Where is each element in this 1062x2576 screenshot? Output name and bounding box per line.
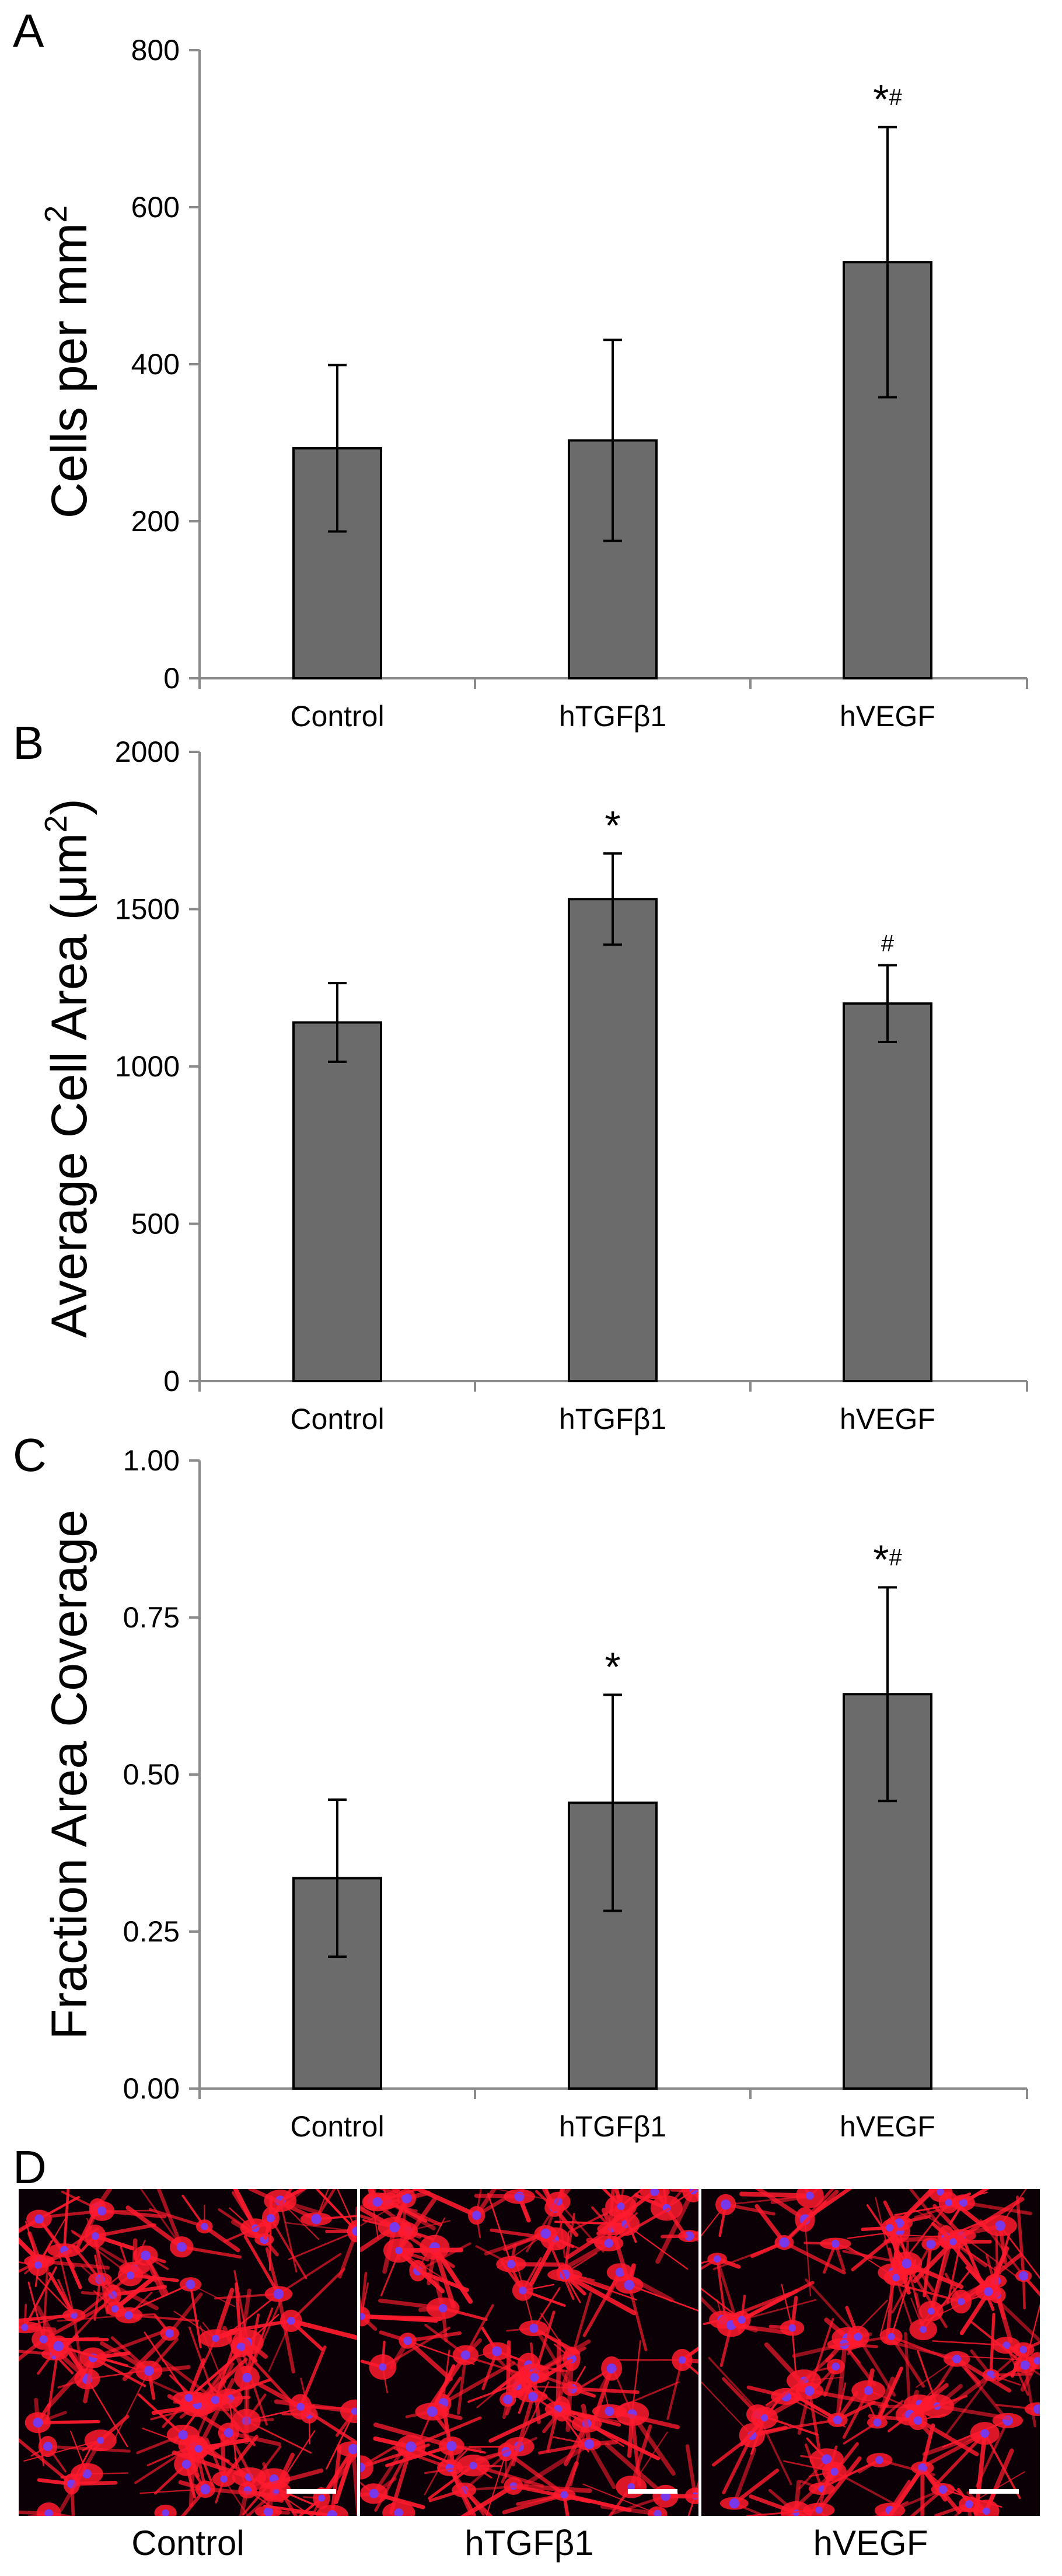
y-tick-label: 0.50 (123, 1758, 180, 1791)
significance-mark: * (605, 1644, 620, 1689)
chart-panel-b: B 0 500 1000 1500 2000 Average Cell Area (μm2)… (13, 717, 1028, 1435)
y-tick-label: 800 (131, 34, 180, 67)
category-label: hVEGF (840, 700, 935, 733)
category-label: hVEGF (840, 1403, 935, 1435)
category-label: hTGFβ1 (559, 1403, 666, 1435)
chart-panel-a: A 0 200 400 600 800 Cells per mm2 Control hTGFβ1… (13, 5, 1028, 733)
chart-panel-c: C 0.00 0.25 0.50 0.75 1.00 Fraction Area Cover… (13, 1429, 1028, 2143)
y-tick-label: 0 (163, 662, 180, 695)
significance-mark: *# (873, 76, 902, 122)
y-tick-label: 2000 (115, 735, 180, 768)
y-tick-label: 1.00 (123, 1444, 180, 1477)
y-tick-label: 200 (131, 505, 180, 538)
y-tick-label: 400 (131, 348, 180, 381)
y-tick-label: 0 (163, 1365, 180, 1397)
y-tick-label: 600 (131, 191, 180, 224)
micrograph-caption: hTGFβ1 (464, 2523, 594, 2563)
category-label: Control (290, 2110, 384, 2143)
scale-bar (969, 2489, 1019, 2494)
bar-hvegf (843, 1002, 932, 1382)
category-label: hTGFβ1 (559, 700, 666, 733)
micrograph-image (360, 2189, 698, 2516)
y-tick-label: 0.25 (123, 1915, 180, 1948)
y-axis-title: Average Cell Area (μm2) (39, 799, 97, 1338)
y-tick-label: 1000 (115, 1050, 180, 1083)
bar-control (292, 1021, 382, 1383)
micrograph-image (701, 2189, 1040, 2516)
micrograph-caption: Control (131, 2523, 244, 2563)
y-tick-label: 0.75 (123, 1601, 180, 1634)
figure-charts: A 0 200 400 600 800 Cells per mm2 Control hTGFβ1… (13, 5, 1028, 2193)
micrograph-row (19, 2189, 1046, 2516)
significance-mark: # (881, 930, 895, 956)
significance-mark: * (605, 803, 620, 848)
category-label: hVEGF (840, 2110, 935, 2143)
category-label: hTGFβ1 (559, 2110, 666, 2143)
panel-letter: D (13, 2141, 47, 2193)
y-tick-label: 0.00 (123, 2072, 180, 2105)
bar-htgfβ1 (568, 898, 658, 1382)
micrograph-control (19, 2189, 357, 2516)
micrograph-image (19, 2189, 357, 2516)
significance-mark: *# (873, 1536, 902, 1582)
y-tick-label: 1500 (115, 893, 180, 926)
panel-letter: B (13, 717, 44, 769)
scale-bar (628, 2489, 677, 2494)
scale-bar (287, 2489, 336, 2494)
y-axis-title: Fraction Area Coverage (41, 1510, 97, 2040)
panel-letter: A (13, 5, 44, 57)
micrograph-caption: hVEGF (813, 2523, 928, 2563)
category-label: Control (290, 1403, 384, 1435)
micrograph-htgfβ1 (360, 2189, 698, 2516)
panel-letter: C (13, 1429, 47, 1481)
category-label: Control (290, 700, 384, 733)
y-tick-label: 500 (131, 1208, 180, 1240)
y-axis-title: Cells per mm2 (39, 205, 97, 519)
micrograph-hvegf (701, 2189, 1040, 2516)
